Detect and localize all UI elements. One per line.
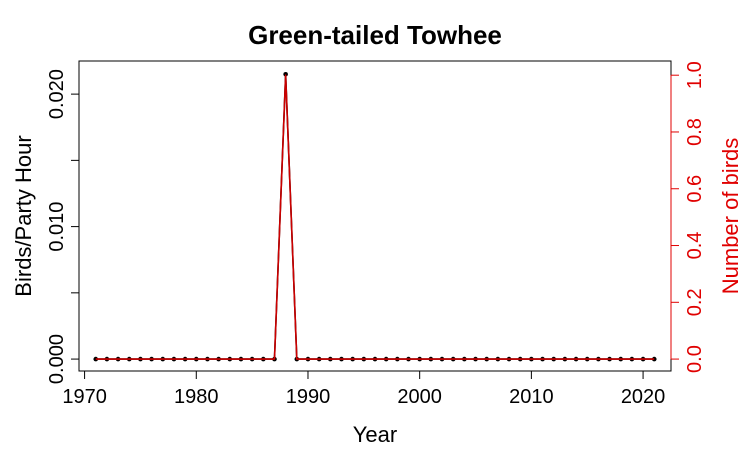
- x-tick-label: 2020: [621, 386, 666, 408]
- series-line-2: [95, 74, 655, 360]
- y2-axis-label: Number of birds: [718, 138, 743, 295]
- chart-title: Green-tailed Towhee: [248, 20, 502, 50]
- y2-tick-label: 0.4: [684, 232, 706, 260]
- x-tick-label: 1980: [174, 386, 219, 408]
- x-axis: 1970 1980 1990 2000 2010 2020: [62, 370, 666, 408]
- y-axis-left: 0.000 0.010 0.020: [46, 69, 80, 384]
- x-tick-label: 2000: [397, 386, 442, 408]
- y-axis-right: 0.0 0.2 0.4 0.6 0.8 1.0: [670, 61, 706, 373]
- x-tick-label: 1970: [62, 386, 107, 408]
- series-layer: [93, 71, 657, 362]
- y2-tick-label: 1.0: [684, 61, 706, 89]
- series-line-1: [95, 73, 655, 360]
- data-point: [283, 71, 288, 77]
- y-tick-label: 0.020: [46, 69, 68, 119]
- y-tick-label: 0.010: [46, 202, 68, 252]
- x-tick-label: 2010: [509, 386, 554, 408]
- y-axis-label: Birds/Party Hour: [11, 135, 36, 296]
- x-tick-label: 1990: [286, 386, 331, 408]
- y2-tick-label: 0.0: [684, 345, 706, 373]
- y2-tick-label: 0.2: [684, 288, 706, 316]
- y-tick-label: 0.000: [46, 334, 68, 384]
- y2-tick-label: 0.8: [684, 118, 706, 146]
- plot-frame: [78, 60, 672, 372]
- x-axis-label: Year: [353, 422, 397, 447]
- y2-tick-label: 0.6: [684, 175, 706, 203]
